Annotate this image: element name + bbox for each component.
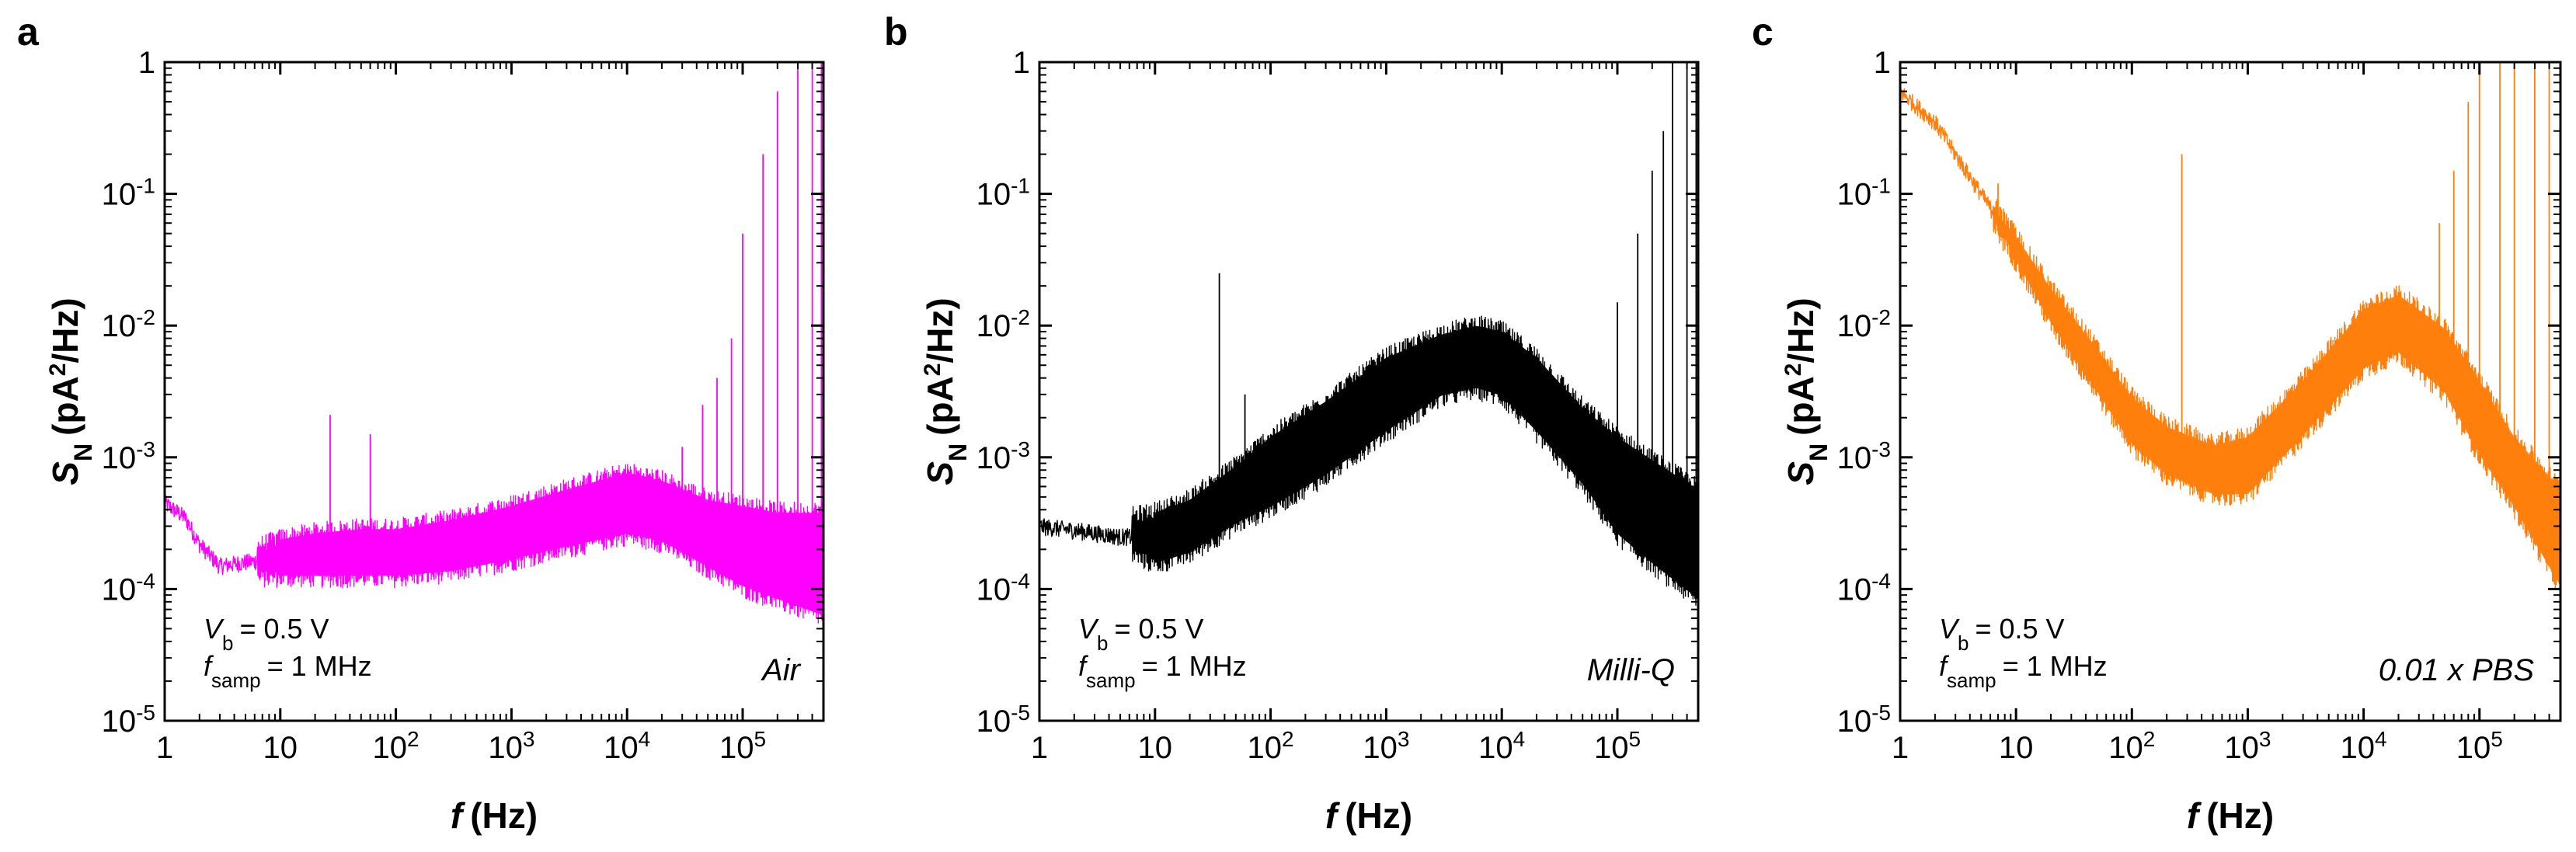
panel-label: b [884, 10, 908, 54]
panel-c: c 1 10 102 103 104 105 10-5 10-4 10-3 10-2 10-1 1 f(… [1752, 10, 2562, 836]
x-tick-label: 102 [2108, 727, 2155, 766]
x-tick-label: 104 [1478, 727, 1525, 766]
noise-band [1154, 325, 1698, 600]
x-axis-title: f (Hz) [1325, 795, 1412, 836]
y-axis-title: SN(pA2/Hz) [45, 297, 98, 485]
y-tick-label: 10-3 [1837, 436, 1891, 475]
fsamp-annotation: fsamp = 1 MHz [204, 650, 372, 692]
x-tick-label: 104 [604, 727, 650, 766]
fsamp-annotation: fsamp = 1 MHz [1939, 650, 2108, 692]
y-tick-label: 10-1 [1837, 173, 1891, 212]
vb-annotation: Vb = 0.5 V [1078, 613, 1204, 655]
panel-label: a [17, 10, 40, 54]
x-tick-label: 102 [373, 727, 419, 766]
vb-annotation: Vb = 0.5 V [1939, 613, 2065, 655]
y-tick-label: 10-4 [1837, 569, 1891, 607]
x-tick-label: 105 [2456, 727, 2503, 766]
panel-label: c [1752, 10, 1774, 54]
series-air [165, 62, 823, 624]
y-axis-title: SN(pA2/Hz) [920, 297, 973, 485]
y-tick-label: 10-4 [976, 569, 1030, 607]
annotations-a: Vb = 0.5 V fsamp = 1 MHz Air [204, 613, 802, 692]
y-axis-title: SN(pA2/Hz) [1781, 297, 1833, 485]
series-milli-q [1039, 62, 1698, 606]
x-tick-label: 1 [1892, 731, 1909, 765]
annotations-b: Vb = 0.5 V fsamp = 1 MHz Milli-Q [1078, 613, 1675, 692]
y-tick-label: 10-2 [102, 305, 155, 344]
x-tick-label: 103 [2224, 727, 2271, 766]
medium-label: 0.01 x PBS [2379, 653, 2534, 687]
y-tick-label: 10-3 [976, 436, 1030, 475]
x-tick-label: 105 [719, 727, 766, 766]
series-0-01-x-pbs [1900, 62, 2560, 590]
plot-area-b: 1 10 102 103 104 105 10-5 10-4 10-3 10-2 10-1 1 f (Hz… [920, 46, 1700, 836]
y-tick-label: 10-1 [102, 173, 155, 212]
y-tick-label: 10-2 [976, 305, 1030, 344]
panel-a: a 1 10 102 103 104 105 10-5 10-4 10-3 10-2 10-1 1 f(… [17, 10, 825, 836]
x-axis-title: f (Hz) [2187, 795, 2274, 836]
x-tick-label: 1 [156, 731, 173, 765]
medium-label: Air [761, 653, 802, 687]
x-tick-label: 103 [1363, 727, 1409, 766]
y-tick-label: 1 [138, 46, 155, 80]
plot-area-c: 1 10 102 103 104 105 10-5 10-4 10-3 10-2 10-1 1 f (Hz… [1781, 46, 2562, 836]
y-tick-label: 10-2 [1837, 305, 1891, 344]
y-tick-label: 10-4 [102, 569, 155, 607]
noise-trace [1900, 88, 2560, 590]
noise-band [2016, 236, 2560, 586]
x-tick-label: 102 [1248, 727, 1294, 766]
x-axis-title: f (Hz) [451, 795, 538, 836]
medium-label: Milli-Q [1587, 653, 1675, 687]
x-tick-label: 103 [488, 727, 534, 766]
x-tick-label: 1 [1031, 731, 1048, 765]
x-tick-label: 105 [1594, 727, 1641, 766]
y-tick-label: 1 [1013, 46, 1030, 80]
y-tick-label: 1 [1874, 46, 1891, 80]
x-tick-label: 10 [263, 731, 298, 765]
fsamp-annotation: fsamp = 1 MHz [1078, 650, 1247, 692]
x-tick-label: 10 [1138, 731, 1173, 765]
y-tick-label: 10-5 [102, 701, 155, 739]
y-tick-label: 10-5 [976, 701, 1030, 739]
panel-b: b 1 10 102 103 104 105 10-5 10-4 10-3 10-2 10-1 1 f(… [884, 10, 1700, 836]
vb-annotation: Vb = 0.5 V [204, 613, 329, 655]
x-tick-label: 104 [2341, 727, 2387, 766]
noise-band [280, 473, 823, 616]
plot-area-a: 1 10 102 103 104 105 10-5 10-4 10-3 10-2 10-1 1 f (Hz… [45, 46, 825, 836]
y-tick-label: 10-5 [1837, 701, 1891, 739]
x-tick-label: 10 [1999, 731, 2034, 765]
annotations-c: Vb = 0.5 V fsamp = 1 MHz 0.01 x PBS [1939, 613, 2534, 692]
y-tick-label: 10-1 [976, 173, 1030, 212]
y-tick-label: 10-3 [102, 436, 155, 475]
